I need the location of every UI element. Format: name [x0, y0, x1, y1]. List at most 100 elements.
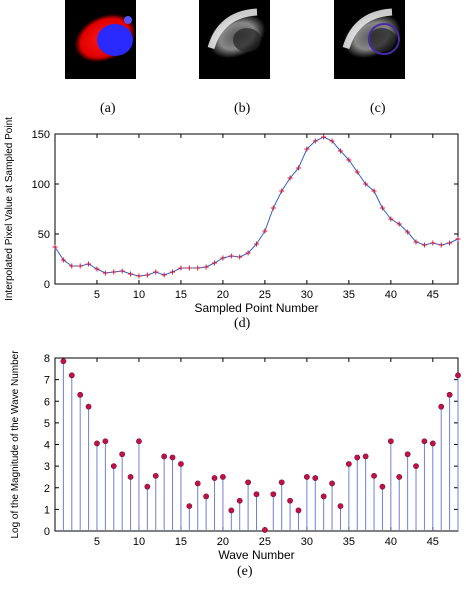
caption-d: (d)	[234, 316, 251, 331]
stem-marker	[261, 527, 268, 533]
data-point-marker	[220, 255, 226, 261]
x-tick-label: 30	[301, 289, 313, 301]
stem-marker	[161, 453, 168, 460]
x-tick-label: 20	[217, 536, 229, 548]
y-axis-label: Log of the Magnitude of the Wave Number	[10, 350, 21, 539]
stem-marker	[236, 497, 243, 504]
x-axis-label: Sampled Point Number	[194, 301, 318, 315]
stem-marker	[211, 475, 218, 481]
stem-marker	[94, 440, 100, 447]
data-point-marker	[421, 242, 427, 248]
stem-marker	[404, 451, 411, 458]
y-tick-label: 4	[44, 440, 50, 452]
data-point-marker	[337, 148, 343, 154]
y-tick-label: 0	[44, 526, 50, 538]
x-tick-label: 15	[175, 536, 187, 548]
data-point-marker	[170, 269, 176, 275]
x-tick-label: 40	[385, 289, 397, 301]
y-tick-label: 3	[44, 461, 50, 473]
y-tick-label: 8	[44, 353, 50, 365]
data-point-marker	[262, 228, 268, 234]
image-panel-c	[334, 0, 405, 79]
data-point-marker	[287, 175, 293, 181]
data-point-marker	[203, 264, 209, 270]
data-point-marker	[346, 157, 352, 163]
stem-marker	[152, 472, 159, 479]
cell-grayscale-image	[207, 8, 266, 59]
data-point-marker	[438, 242, 444, 248]
stem-marker	[354, 454, 361, 461]
data-point-marker	[102, 270, 108, 276]
data-point-marker	[371, 188, 377, 194]
stem-marker	[362, 453, 369, 460]
data-point-marker	[295, 165, 301, 171]
caption-c: (c)	[370, 101, 386, 116]
cell-overlay-image	[74, 13, 136, 63]
data-point-marker	[128, 271, 134, 277]
stem-marker	[127, 474, 134, 480]
stem-marker	[220, 474, 226, 480]
data-point-marker	[153, 269, 159, 275]
x-tick-label: 5	[94, 289, 100, 301]
x-tick-label: 10	[133, 536, 145, 548]
stem-marker	[446, 391, 453, 398]
data-point-marker	[405, 229, 411, 235]
x-tick-label: 10	[133, 289, 145, 301]
stem-marker	[253, 491, 260, 498]
x-tick-label: 40	[385, 536, 397, 548]
stem-marker	[136, 438, 142, 445]
stem-marker	[77, 391, 84, 398]
stem-marker	[203, 493, 210, 500]
stem-marker	[169, 454, 176, 461]
x-tick-label: 25	[259, 289, 271, 301]
data-point-marker	[178, 265, 184, 271]
plot-frame	[54, 133, 459, 285]
x-tick-label: 45	[427, 536, 439, 548]
stem-marker	[320, 493, 327, 500]
y-tick-label: 7	[44, 375, 50, 387]
stem-marker	[345, 461, 352, 467]
data-point-marker	[245, 250, 251, 256]
stem-marker	[421, 438, 428, 445]
stem-marker	[303, 474, 310, 480]
data-point-marker	[279, 188, 285, 194]
x-tick-label: 35	[343, 289, 355, 301]
data-point-marker	[161, 272, 167, 278]
stem-marker	[438, 403, 445, 410]
y-axis-label: Interpolated Pixel Value at Sampled Poin…	[4, 117, 15, 301]
data-point-marker	[312, 138, 318, 144]
data-point-marker	[388, 216, 394, 222]
data-point-marker	[228, 253, 234, 259]
x-tick-label: 20	[217, 289, 229, 301]
data-series-line	[54, 136, 459, 277]
x-tick-label: 25	[259, 536, 271, 548]
stem-marker	[329, 480, 335, 487]
cell-sampling-circle-image	[342, 8, 401, 59]
x-tick-label: 35	[343, 536, 355, 548]
data-point-marker	[396, 221, 402, 227]
data-point-marker	[379, 205, 385, 211]
data-point-marker	[52, 244, 58, 250]
stem-marker	[110, 463, 117, 470]
data-point-marker	[60, 257, 66, 263]
stem-marker	[228, 507, 235, 514]
y-tick-label: 2	[44, 483, 50, 495]
stem-marker	[312, 475, 319, 481]
x-tick-label: 15	[175, 289, 187, 301]
data-point-marker	[69, 263, 75, 269]
data-point-marker	[329, 138, 335, 144]
data-point-marker	[430, 240, 436, 246]
data-point-marker	[144, 272, 150, 278]
stem-marker	[68, 372, 75, 379]
stem-marker	[144, 483, 151, 490]
stem-marker	[337, 503, 344, 510]
data-point-marker	[254, 241, 259, 247]
data-point-marker	[111, 269, 117, 275]
data-point-marker	[237, 254, 243, 260]
stem-marker	[429, 440, 436, 447]
stem-marker	[60, 358, 67, 365]
data-point-marker	[354, 169, 360, 175]
stem-marker	[387, 438, 394, 445]
line-chart-d: 5 10 15 20 25 30 35 40 45 0 50 100 150 Sampled Point…	[4, 117, 461, 315]
